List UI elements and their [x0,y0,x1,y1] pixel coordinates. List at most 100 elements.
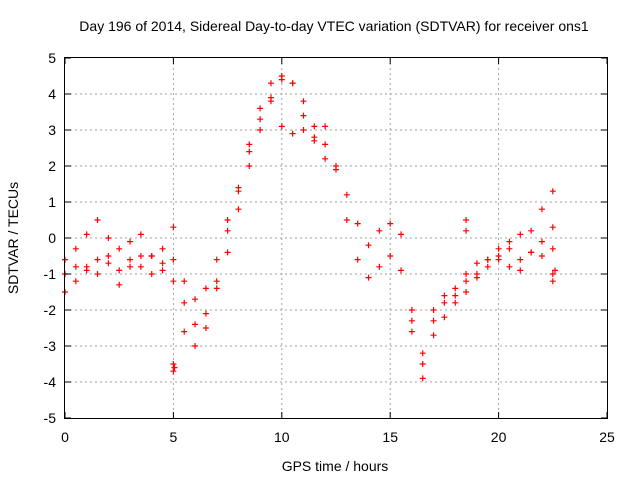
data-point [311,123,318,130]
data-point [192,343,199,349]
y-tick-label: -2 [44,302,57,318]
data-point [430,317,437,324]
data-point [289,130,296,137]
data-point [246,163,253,169]
data-point [235,206,242,213]
series-track-e [408,245,556,367]
data-point [463,217,470,223]
data-point [538,206,545,213]
data-point [517,267,524,274]
data-point [495,256,502,263]
data-point [408,328,415,335]
data-point [94,256,101,263]
data-point [549,224,556,231]
data-point [171,364,178,371]
data-point [322,141,329,148]
data-point [300,112,307,119]
y-tick-label: 5 [48,50,56,66]
y-tick-label: -5 [44,410,57,426]
data-point [159,260,166,267]
data-point [246,141,253,148]
data-point [246,148,253,155]
data-point [267,80,274,87]
data-point [257,116,264,123]
x-axis-ticks: 0 5 10 15 20 25 [61,58,615,445]
data-point [506,245,513,252]
series-track-c [62,76,329,349]
data-point [506,238,513,245]
data-point [213,278,220,285]
data-point [419,350,426,357]
data-point [213,285,220,292]
data-point [170,256,177,263]
data-point [72,245,79,252]
data-point [517,256,524,263]
data-point [170,361,177,367]
data-point [159,267,166,274]
y-tick-label: 2 [48,158,56,174]
data-point [181,299,188,306]
data-point [549,188,556,195]
data-point [365,274,372,281]
data-point [137,263,144,270]
data-point [538,253,545,259]
data-point [235,184,242,191]
data-point [419,375,426,382]
y-tick-label: 0 [48,230,56,246]
data-point [137,253,144,259]
y-tick-label: -3 [44,338,57,354]
x-tick-label: 25 [599,429,615,445]
data-point [311,137,318,144]
data-point [83,263,90,270]
series-track-d [408,188,556,382]
data-point [441,299,448,306]
data-point [430,307,437,313]
data-point [463,271,470,277]
x-tick-label: 10 [274,429,290,445]
data-point [551,267,558,274]
data-point [181,328,188,335]
data-point [408,307,415,313]
data-point [398,231,405,238]
data-point [343,217,350,223]
data-point [354,220,361,227]
data-point [148,253,155,259]
data-markers [62,73,558,382]
data-point [473,274,480,281]
data-point [398,267,405,274]
data-point [387,220,394,227]
data-point [202,325,209,331]
data-point [300,127,307,133]
data-point [257,105,264,112]
data-point [463,289,470,295]
data-point [224,249,231,256]
data-point [408,317,415,324]
data-point [170,278,177,285]
data-point [463,227,470,234]
data-point [257,127,264,133]
data-point [419,361,426,367]
data-point [528,249,535,256]
data-point [170,224,177,231]
x-tick-label: 15 [382,429,398,445]
data-point [506,263,513,270]
data-point [484,263,491,270]
data-point [224,217,231,223]
data-point [495,245,502,252]
data-point [300,98,307,105]
data-point [213,256,220,263]
data-point [159,245,166,252]
data-point [278,123,285,130]
data-point [192,321,199,328]
x-axis-label: GPS time / hours [282,458,389,474]
data-point [452,285,459,292]
y-tick-label: 3 [48,122,56,138]
data-point [105,235,112,241]
data-point [148,271,155,277]
data-point [376,263,383,270]
gridlines [65,58,607,418]
x-tick-label: 5 [170,429,178,445]
data-point [333,163,339,169]
data-point [365,242,372,249]
